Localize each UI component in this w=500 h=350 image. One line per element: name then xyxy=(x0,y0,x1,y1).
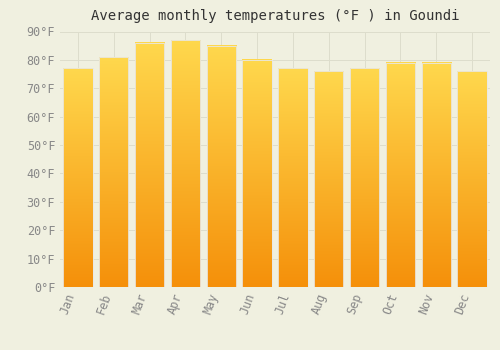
Bar xyxy=(242,60,272,287)
Bar xyxy=(386,63,415,287)
Bar xyxy=(170,40,200,287)
Bar xyxy=(278,68,308,287)
Bar xyxy=(458,71,487,287)
Bar xyxy=(350,68,380,287)
Bar xyxy=(135,43,164,287)
Bar xyxy=(99,57,128,287)
Bar xyxy=(206,46,236,287)
Bar xyxy=(314,71,344,287)
Bar xyxy=(63,68,92,287)
Bar xyxy=(422,63,451,287)
Title: Average monthly temperatures (°F ) in Goundi: Average monthly temperatures (°F ) in Go… xyxy=(91,9,459,23)
